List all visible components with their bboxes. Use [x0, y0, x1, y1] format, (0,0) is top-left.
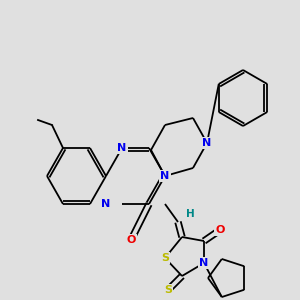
Text: H: H — [186, 209, 194, 219]
Text: O: O — [126, 235, 136, 245]
Text: O: O — [215, 225, 225, 235]
Text: N: N — [200, 258, 208, 268]
Text: N: N — [160, 171, 169, 181]
Text: N: N — [117, 143, 127, 153]
Text: N: N — [101, 199, 111, 209]
Text: N: N — [202, 138, 211, 148]
Text: S: S — [164, 285, 172, 295]
Text: S: S — [161, 253, 169, 263]
